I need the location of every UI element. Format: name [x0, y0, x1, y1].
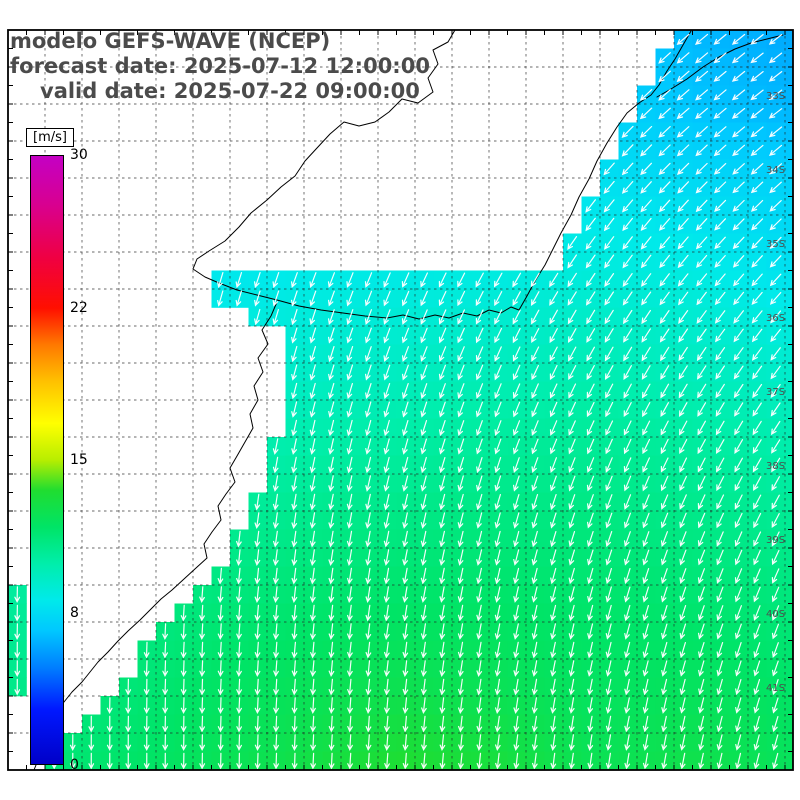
forecast-date: forecast date: 2025-07-12 12:00:00	[10, 54, 430, 78]
colorbar-tick-label: 22	[70, 299, 88, 316]
colorbar-tick-label: 30	[70, 147, 88, 163]
latitude-label: 33S	[766, 91, 786, 102]
colorbar-tick-label: 0	[70, 757, 79, 773]
latitude-label: 36S	[766, 313, 786, 324]
latitude-label: 37S	[766, 387, 786, 398]
latitude-label: 39S	[766, 535, 786, 546]
colorbar-tick-label: 8	[70, 604, 79, 621]
colorbar-tick-label: 15	[70, 452, 88, 468]
valid-date: valid date: 2025-07-22 09:00:00	[40, 79, 420, 103]
latitude-label: 38S	[766, 461, 786, 472]
colorbar-gradient	[30, 155, 64, 765]
latitude-label: 35S	[766, 239, 786, 250]
latitude-label: 40S	[766, 609, 786, 620]
colorbar-unit-label: [m/s]	[26, 128, 74, 147]
latitude-label: 41S	[766, 683, 786, 694]
coastline	[33, 29, 784, 771]
frame-ticks	[8, 30, 793, 770]
wind-arrows	[14, 33, 783, 770]
model-title: modelo GEFS-WAVE (NCEP)	[10, 29, 331, 53]
latitude-label: 34S	[766, 165, 786, 176]
